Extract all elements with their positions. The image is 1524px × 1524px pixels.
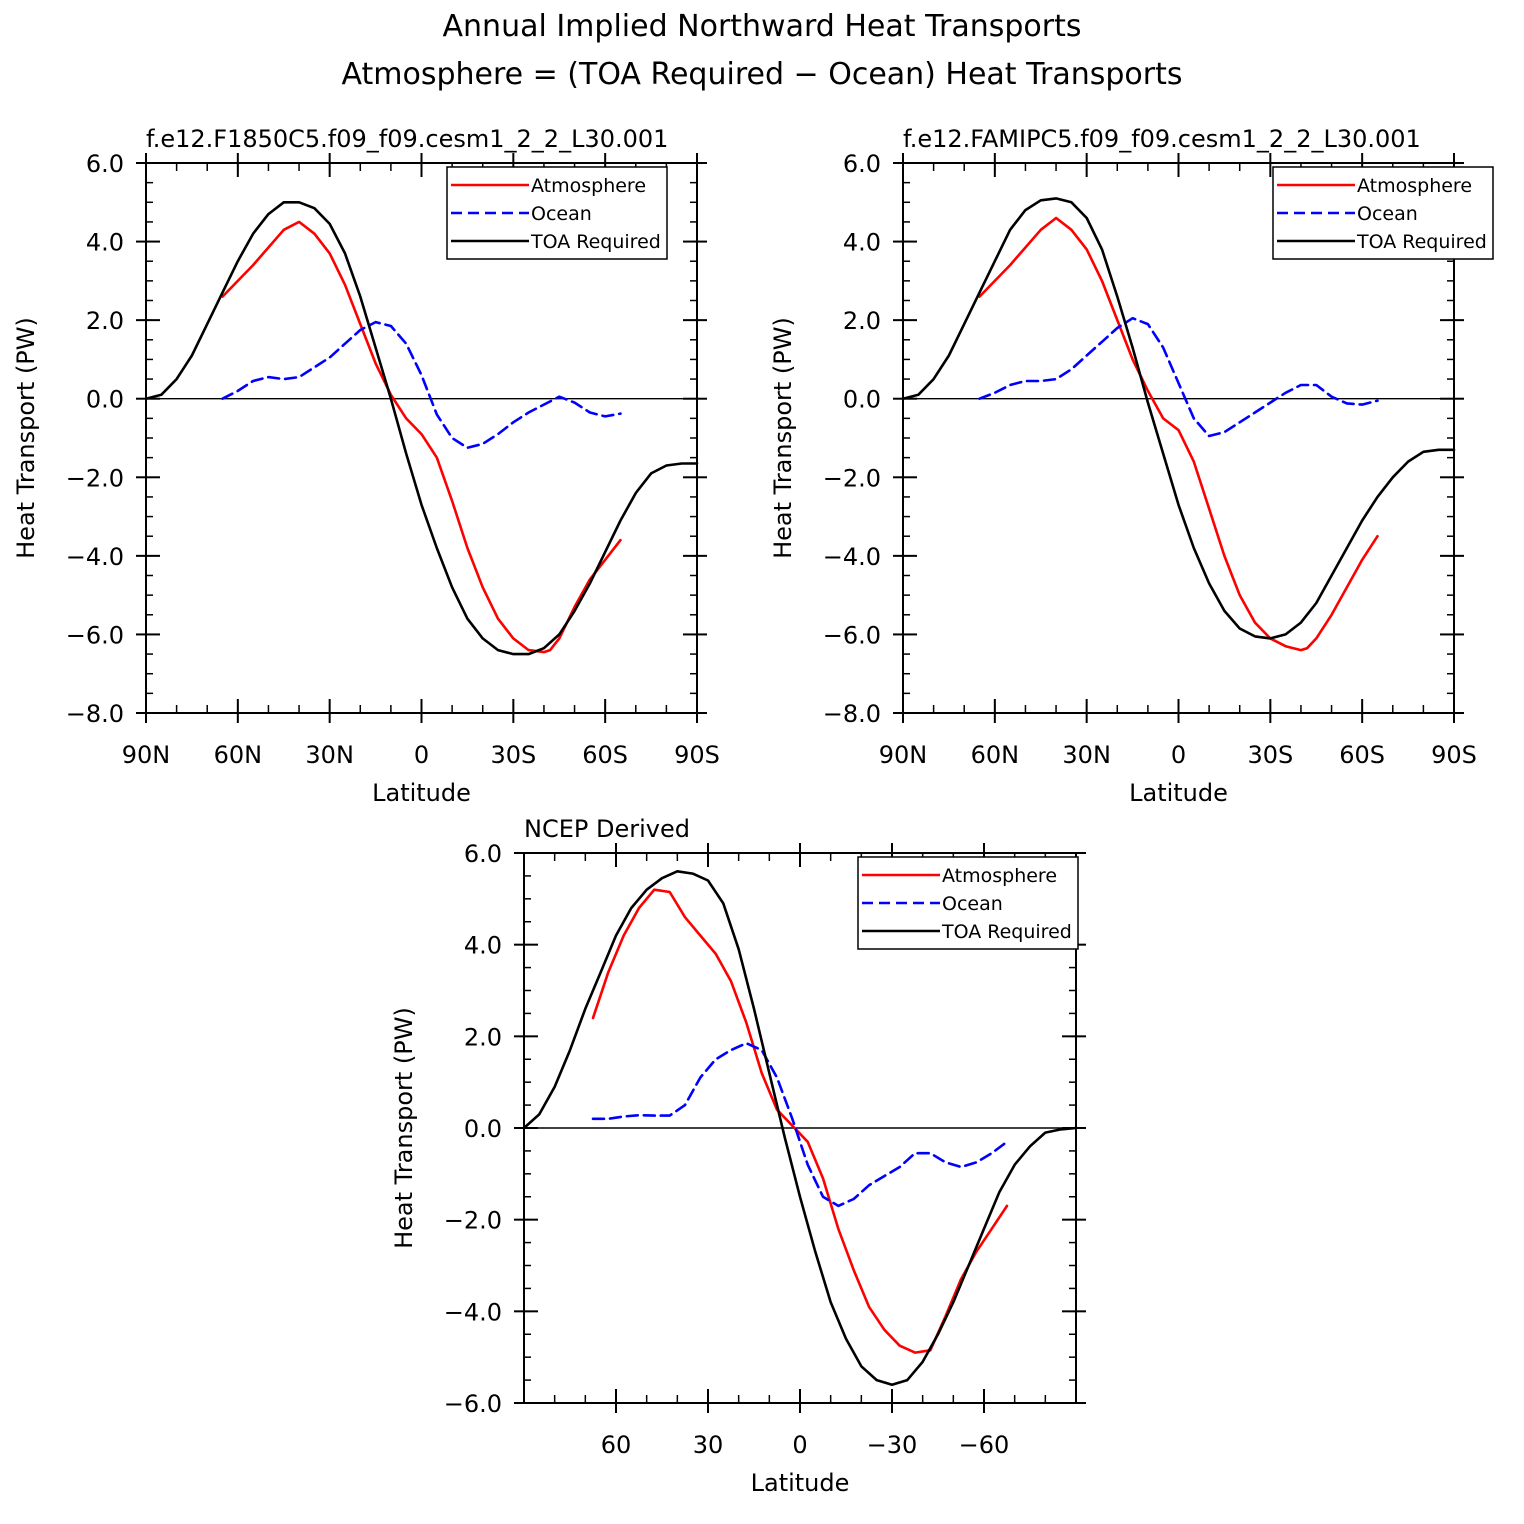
legend-label: Atmosphere bbox=[942, 865, 1057, 887]
x-tick-label: 60S bbox=[1339, 741, 1385, 769]
series-ocean-line bbox=[221, 320, 622, 450]
y-tick-label: −4.0 bbox=[444, 1298, 502, 1326]
y-tick-label: −8.0 bbox=[66, 700, 124, 728]
panel-ncep-derived: NCEP Derived 60 30 0 −30 −60 6.0 4.0 2.0 0.0 −2.0 −… bbox=[390, 815, 1086, 1497]
panel-title: NCEP Derived bbox=[524, 815, 690, 843]
x-tick-label: 90N bbox=[879, 741, 928, 769]
x-axis-label: Latitude bbox=[751, 1469, 850, 1497]
y-tick-label: 2.0 bbox=[843, 307, 881, 335]
plot-frame bbox=[902, 162, 1455, 714]
legend-label: Ocean bbox=[531, 203, 592, 225]
y-tick-label: −6.0 bbox=[444, 1390, 502, 1418]
y-tick-label: 6.0 bbox=[86, 150, 124, 178]
legend: Atmosphere Ocean TOA Required bbox=[446, 166, 668, 260]
legend: Atmosphere Ocean TOA Required bbox=[1272, 166, 1494, 260]
x-axis-label: Latitude bbox=[372, 779, 471, 807]
x-tick-label: 60N bbox=[214, 741, 263, 769]
series-ocean-line bbox=[978, 316, 1379, 438]
y-tick-label: 4.0 bbox=[86, 229, 124, 257]
panel-title: f.e12.F1850C5.f09_f09.cesm1_2_2_L30.001 bbox=[146, 125, 668, 153]
x-tick-label: −30 bbox=[867, 1431, 918, 1459]
legend-label: TOA Required bbox=[530, 231, 661, 253]
y-tick-label: 4.0 bbox=[464, 932, 502, 960]
y-tick-label: 6.0 bbox=[464, 840, 502, 868]
y-tick-label: 6.0 bbox=[843, 150, 881, 178]
series-ocean-line bbox=[591, 1041, 1009, 1208]
series-atmosphere-line bbox=[221, 220, 622, 654]
series-toa-required-line bbox=[144, 201, 699, 656]
series-toa-required-line bbox=[522, 869, 1078, 1386]
x-tick-label: 60 bbox=[601, 1431, 632, 1459]
y-axis-label: Heat Transport (PW) bbox=[390, 1007, 418, 1249]
y-tick-label: −2.0 bbox=[444, 1207, 502, 1235]
legend-box bbox=[446, 166, 668, 260]
x-tick-label: 0 bbox=[792, 1431, 807, 1459]
x-tick-label: 0 bbox=[414, 741, 429, 769]
legend-label: Atmosphere bbox=[1357, 175, 1472, 197]
y-tick-label: 2.0 bbox=[464, 1023, 502, 1051]
y-tick-label: −6.0 bbox=[823, 621, 881, 649]
y-axis-label: Heat Transport (PW) bbox=[12, 317, 40, 559]
y-tick-label: 0.0 bbox=[843, 386, 881, 414]
y-axis-label: Heat Transport (PW) bbox=[769, 317, 797, 559]
legend-label: TOA Required bbox=[1356, 231, 1487, 253]
y-tick-label: −4.0 bbox=[823, 543, 881, 571]
panel-title: f.e12.FAMIPC5.f09_f09.cesm1_2_2_L30.001 bbox=[903, 125, 1421, 153]
x-tick-label: 90S bbox=[1431, 741, 1477, 769]
y-tick-label: 2.0 bbox=[86, 307, 124, 335]
x-tick-label: 60N bbox=[971, 741, 1020, 769]
legend-label: Ocean bbox=[942, 893, 1003, 915]
x-tick-label: 30S bbox=[1247, 741, 1293, 769]
series-toa-required-line bbox=[901, 197, 1456, 640]
x-tick-label: 60S bbox=[582, 741, 628, 769]
panel-famipc5: f.e12.FAMIPC5.f09_f09.cesm1_2_2_L30.001 9… bbox=[769, 125, 1494, 807]
x-tick-label: 90S bbox=[674, 741, 720, 769]
x-tick-label: 30S bbox=[490, 741, 536, 769]
legend-label: TOA Required bbox=[941, 921, 1072, 943]
y-tick-label: 4.0 bbox=[843, 229, 881, 257]
legend-label: Ocean bbox=[1357, 203, 1418, 225]
x-tick-label: 30N bbox=[1062, 741, 1111, 769]
y-tick-label: −6.0 bbox=[66, 621, 124, 649]
figure-title-line2: Atmosphere = (TOA Required − Ocean) Heat… bbox=[341, 57, 1182, 92]
x-tick-label: 0 bbox=[1171, 741, 1186, 769]
x-tick-label: 30N bbox=[305, 741, 354, 769]
y-tick-label: −4.0 bbox=[66, 543, 124, 571]
x-tick-label: −60 bbox=[959, 1431, 1010, 1459]
y-tick-label: −2.0 bbox=[823, 464, 881, 492]
legend-box bbox=[1272, 166, 1494, 260]
y-tick-label: −2.0 bbox=[66, 464, 124, 492]
series-atmosphere-line bbox=[978, 216, 1379, 652]
legend-box bbox=[857, 856, 1079, 950]
panel-f1850c5: f.e12.F1850C5.f09_f09.cesm1_2_2_L30.001 9… bbox=[12, 125, 720, 807]
plot-frame bbox=[145, 162, 698, 714]
y-tick-label: 0.0 bbox=[464, 1115, 502, 1143]
figure-title-line1: Annual Implied Northward Heat Transports bbox=[443, 9, 1082, 44]
plot-frame bbox=[523, 852, 1077, 1404]
y-tick-label: −8.0 bbox=[823, 700, 881, 728]
x-tick-label: 30 bbox=[693, 1431, 724, 1459]
legend: Atmosphere Ocean TOA Required bbox=[857, 856, 1079, 950]
y-tick-label: 0.0 bbox=[86, 386, 124, 414]
legend-label: Atmosphere bbox=[531, 175, 646, 197]
x-tick-label: 90N bbox=[122, 741, 171, 769]
x-axis-label: Latitude bbox=[1129, 779, 1228, 807]
